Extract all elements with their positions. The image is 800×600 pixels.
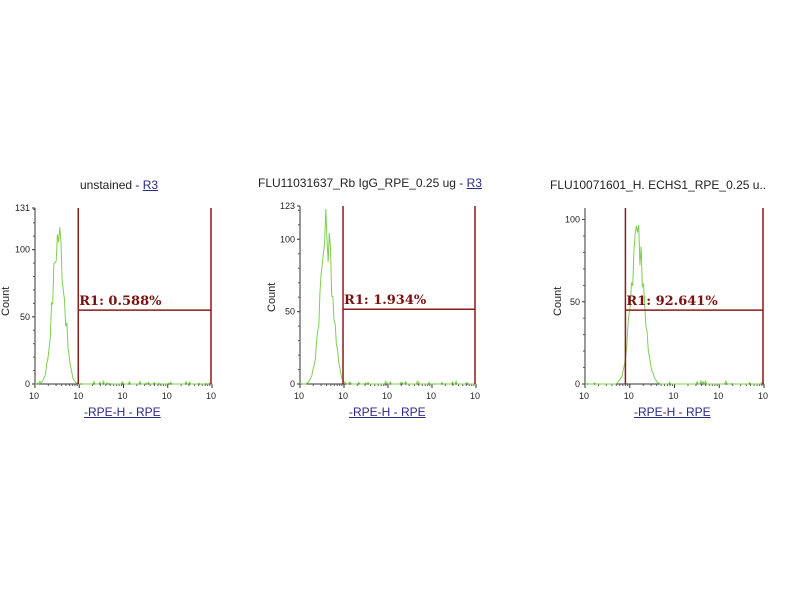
panel-title: FLU10071601_H. ECHS1_RPE_0.25 u..: [550, 178, 766, 192]
x-tick-label: 10: [668, 391, 678, 401]
panel-title-text: FLU11031637_Rb IgG_RPE_0.25 ug -: [258, 176, 467, 190]
x-tick-label: 10: [206, 391, 216, 401]
x-axis-label[interactable]: -RPE-H - RPE: [84, 405, 161, 419]
y-tick-label: 123: [280, 201, 295, 211]
x-tick-label: 10: [426, 391, 436, 401]
x-tick-label: 10: [338, 391, 348, 401]
x-tick-label: 10: [579, 391, 589, 401]
x-tick-label: 10: [758, 391, 768, 401]
x-tick-label: 10: [382, 391, 392, 401]
y-tick-label: 50: [570, 297, 580, 307]
panel-title-text: FLU10071601_H. ECHS1_RPE_0.25 u..: [550, 178, 767, 192]
y-tick-label: 50: [20, 312, 30, 322]
gate-r1-label: R1: 0.588%: [79, 294, 162, 309]
y-tick-label: 100: [15, 245, 30, 255]
y-tick-label: 131: [15, 203, 30, 213]
x-tick-label: 10: [73, 391, 83, 401]
x-tick-label: 10: [162, 391, 172, 401]
x-tick-label: 10: [624, 391, 634, 401]
x-tick-label: 10: [29, 391, 39, 401]
y-tick-label: 100: [280, 234, 295, 244]
y-tick-label: 50: [285, 307, 295, 317]
x-tick-label: 10: [713, 391, 723, 401]
x-axis-label[interactable]: -RPE-H - RPE: [634, 405, 711, 419]
panel-title: FLU11031637_Rb IgG_RPE_0.25 ug - R3: [258, 176, 482, 190]
y-tick-label: 0: [575, 379, 580, 389]
x-tick-label: 10: [470, 391, 480, 401]
x-tick-label: 10: [117, 391, 127, 401]
y-tick-label: 0: [25, 379, 30, 389]
gate-link-r3[interactable]: R3: [466, 176, 482, 190]
panel-title-text: unstained -: [80, 178, 143, 192]
histogram-line: [585, 225, 765, 386]
gate-r1-label: R1: 1.934%: [344, 293, 427, 308]
panel-title: unstained - R3: [80, 178, 158, 192]
histogram-line: [35, 227, 212, 385]
histogram-line: [299, 208, 476, 385]
gate-r1-label: R1: 92.641%: [626, 294, 718, 309]
x-axis-label[interactable]: -RPE-H - RPE: [349, 405, 426, 419]
y-tick-label: 100: [565, 215, 580, 225]
gate-link-r3[interactable]: R3: [142, 178, 159, 192]
x-tick-label: 10: [294, 391, 304, 401]
y-tick-label: 0: [290, 379, 295, 389]
